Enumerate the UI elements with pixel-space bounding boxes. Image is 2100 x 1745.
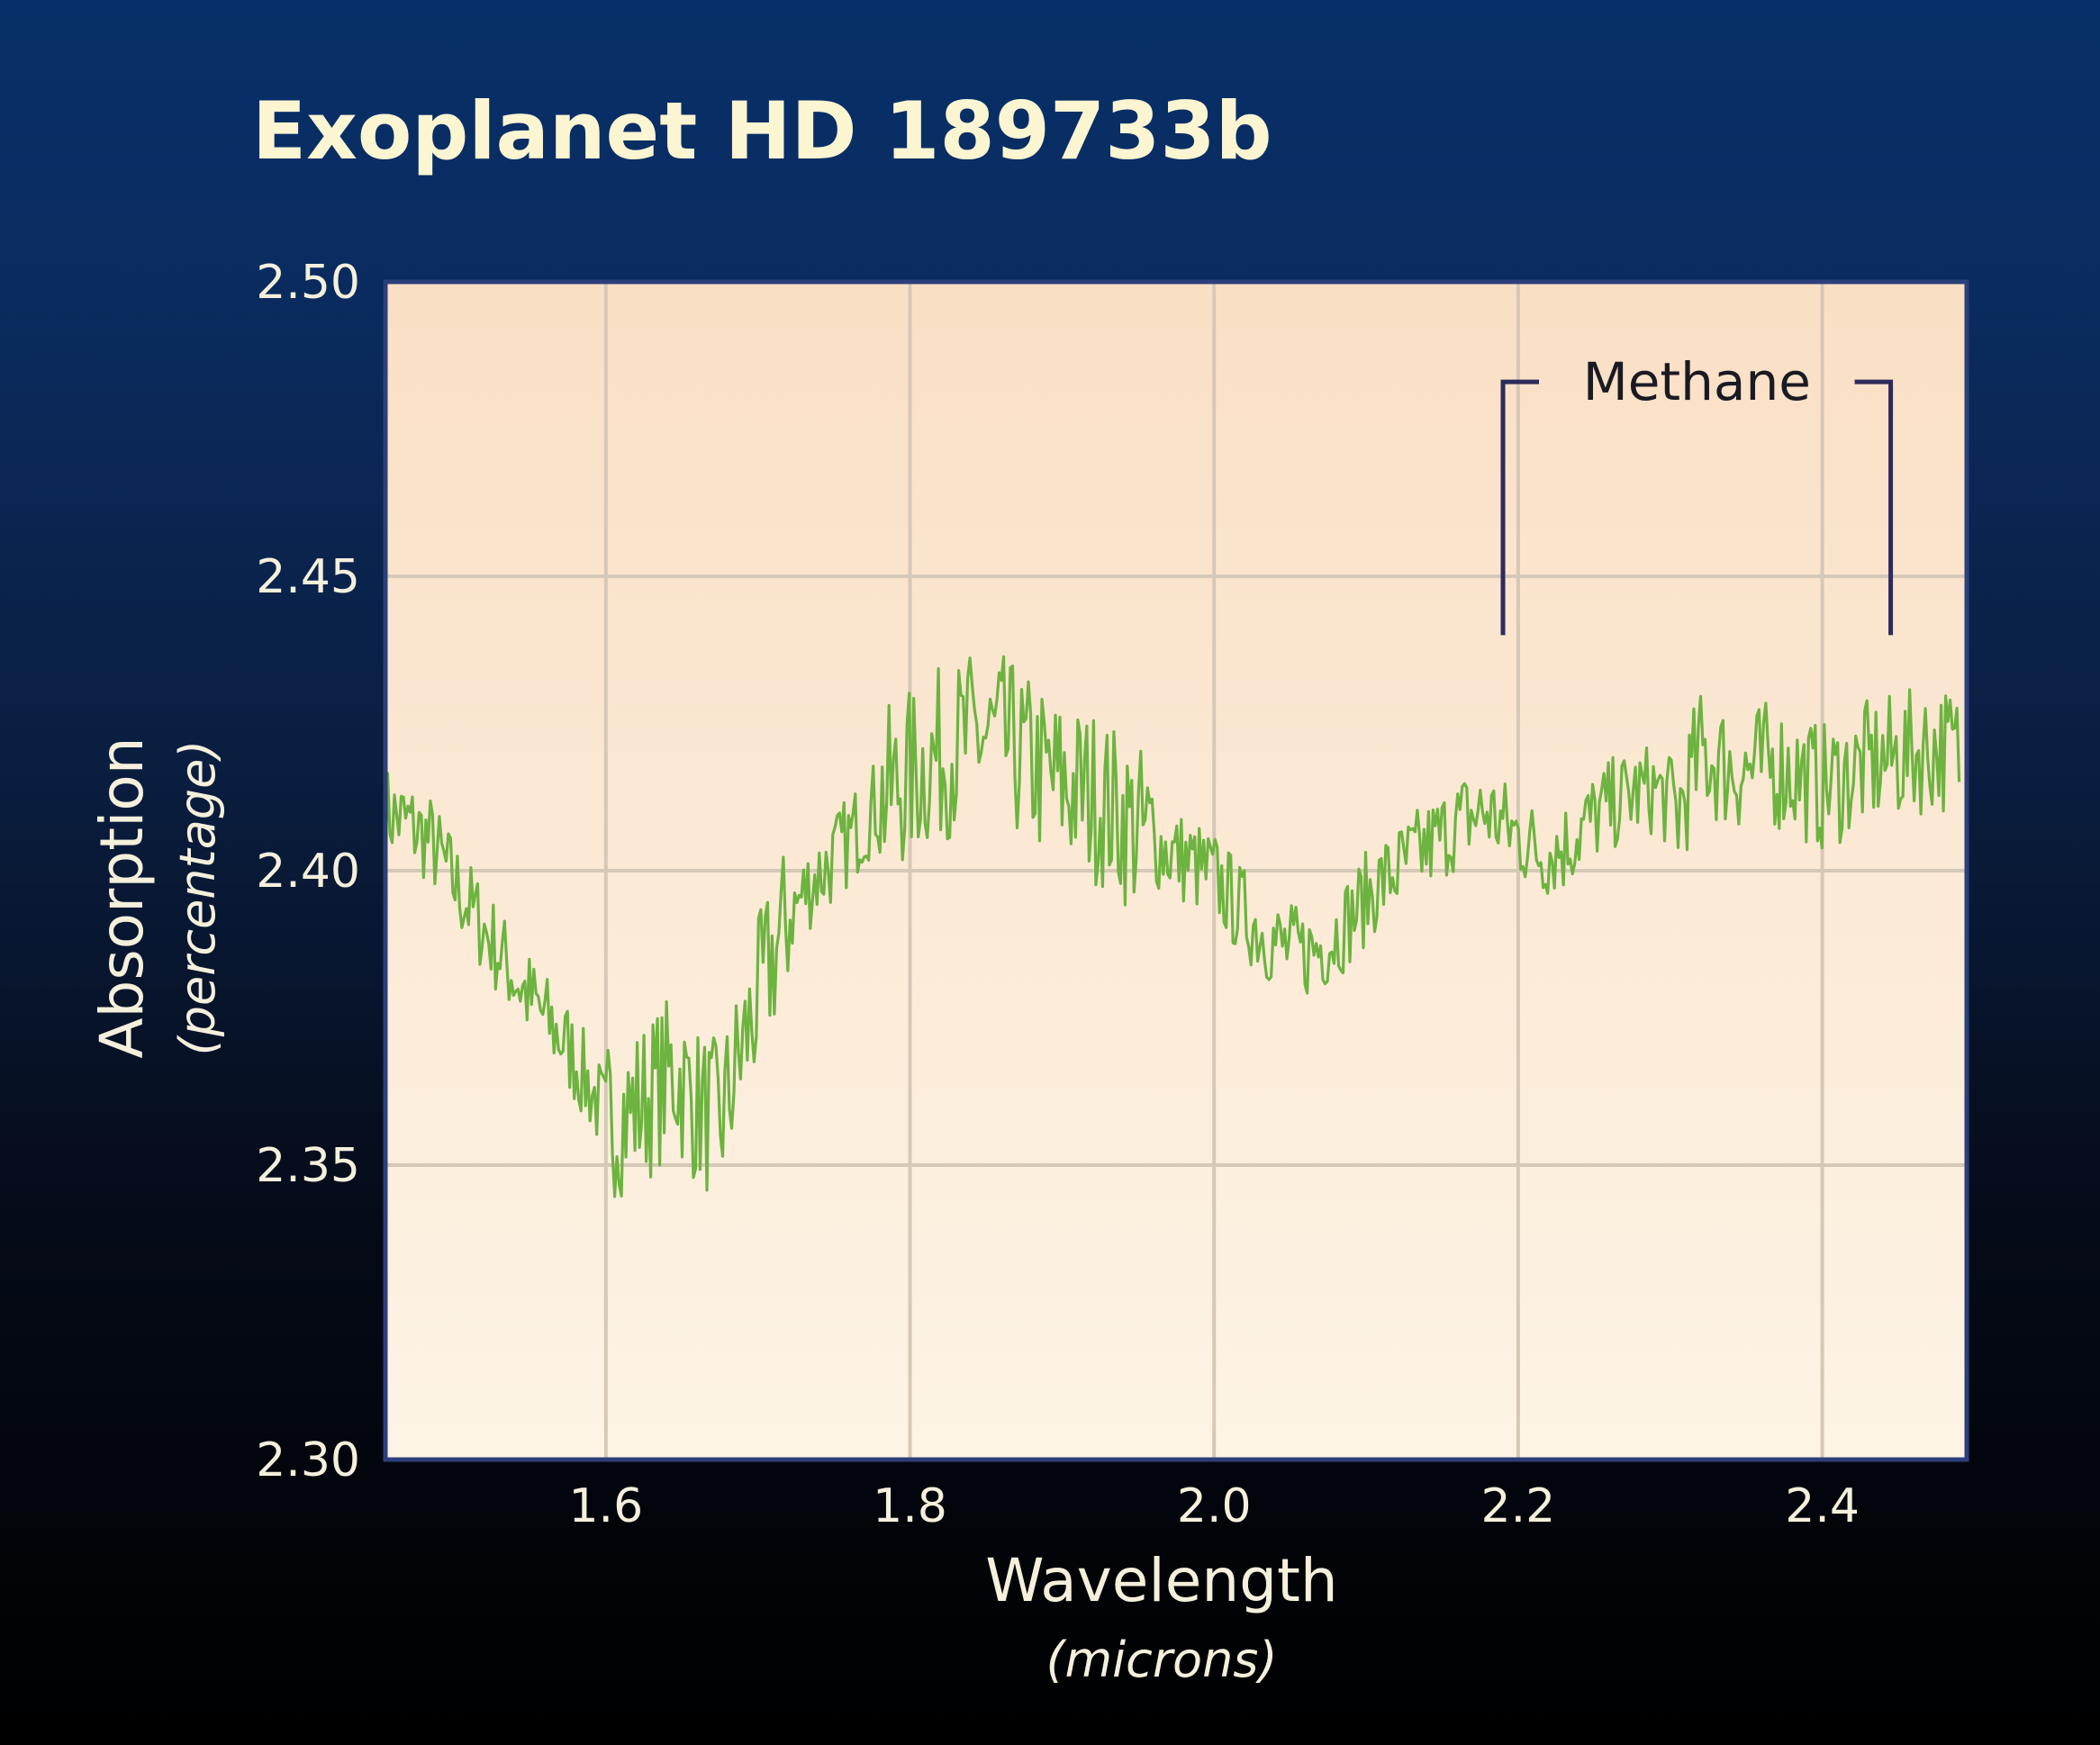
x-tick-label: 2.0 bbox=[1177, 1479, 1252, 1533]
chart-title: Exoplanet HD 189733b bbox=[252, 85, 1272, 177]
methane-bracket-left bbox=[1500, 379, 1540, 636]
annotation-layer: Methane bbox=[1500, 351, 1894, 636]
y-tick-label: 2.45 bbox=[256, 550, 360, 604]
y-axis-ticks: 2.30 2.35 2.40 2.45 2.50 bbox=[256, 256, 360, 1487]
x-axis-unit-label: (microns) bbox=[1045, 1632, 1277, 1688]
y-axis-unit-label: (percentage) bbox=[169, 740, 226, 1056]
x-axis-ticks: 1.6 1.8 2.0 2.2 2.4 bbox=[568, 1479, 1859, 1533]
y-axis-label: Absorption bbox=[87, 737, 157, 1058]
x-tick-label: 2.4 bbox=[1785, 1479, 1860, 1533]
series-line-absorption bbox=[384, 655, 1961, 1198]
x-tick-label: 2.2 bbox=[1481, 1479, 1556, 1533]
series-layer bbox=[384, 655, 1961, 1198]
y-tick-label: 2.35 bbox=[256, 1139, 360, 1193]
methane-bracket-right bbox=[1854, 379, 1894, 636]
y-tick-label: 2.40 bbox=[256, 845, 360, 899]
x-axis-label: Wavelength bbox=[985, 1546, 1338, 1615]
plot-frame bbox=[383, 279, 1969, 1462]
y-tick-label: 2.50 bbox=[256, 256, 360, 310]
x-tick-label: 1.6 bbox=[568, 1479, 643, 1533]
y-tick-label: 2.30 bbox=[256, 1433, 360, 1487]
methane-annotation-label: Methane bbox=[1583, 351, 1811, 412]
x-tick-label: 1.8 bbox=[873, 1479, 947, 1533]
